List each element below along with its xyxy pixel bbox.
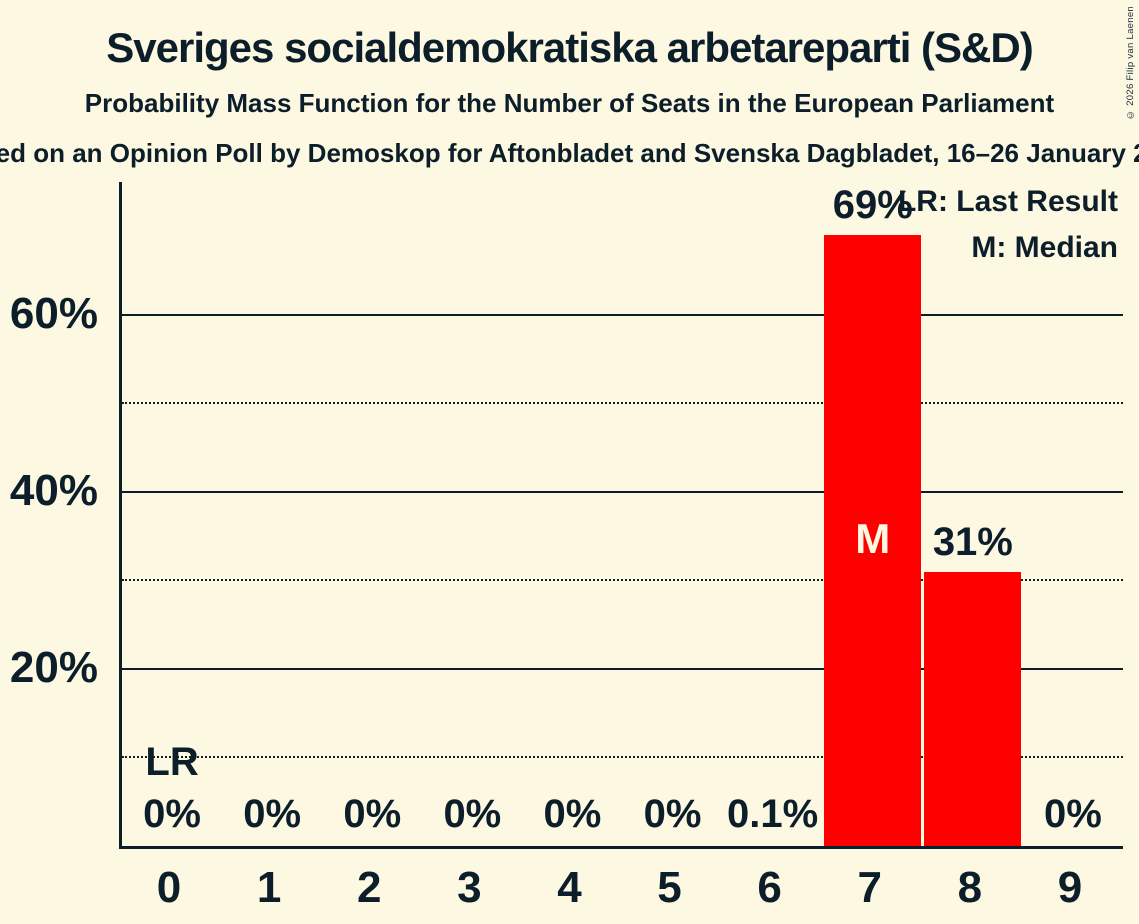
- median-marker: M: [855, 515, 891, 562]
- x-tick-label-2: 2: [357, 863, 382, 912]
- gridline-solid-60: [122, 313, 1123, 316]
- bar-value-label-3: 0%: [443, 792, 502, 836]
- x-tick-label-1: 1: [256, 863, 282, 912]
- legend-median: M: Median: [971, 231, 1118, 264]
- x-tick-label-0: 0: [156, 863, 182, 912]
- bar-value-label-7: 69%: [832, 183, 913, 228]
- bar-seat-7: [824, 235, 922, 846]
- gridline-solid-40: [122, 490, 1123, 493]
- gridline-dotted-10: [122, 756, 1123, 759]
- x-tick-label-4: 4: [557, 863, 582, 912]
- bar-value-label-0: 0%: [143, 792, 201, 836]
- bar-value-label-8: 31%: [932, 519, 1013, 564]
- chart-title: Sveriges socialdemokratiska arbetarepart…: [106, 24, 1033, 71]
- x-tick-label-6: 6: [757, 863, 782, 912]
- gridline-solid-20: [122, 667, 1123, 670]
- plot-area: 0% 0% 0% 0% 0% 0% 0.1% 69% 31% 0% LR M: [119, 182, 1123, 849]
- x-tick-label-5: 5: [657, 863, 682, 912]
- x-tick-label-9: 9: [1057, 863, 1083, 912]
- gridline-dotted-50: [122, 402, 1123, 405]
- y-axis-label-20: 20%: [9, 642, 98, 692]
- last-result-marker: LR: [145, 740, 199, 784]
- bar-value-label-6: 0.1%: [727, 792, 819, 836]
- y-axis-label-60: 60%: [9, 288, 98, 338]
- x-tick-label-8: 8: [957, 863, 983, 912]
- bar-value-label-1: 0%: [243, 792, 302, 836]
- bar-value-label-4: 0%: [543, 792, 602, 836]
- x-tick-label-3: 3: [457, 863, 482, 912]
- chart-subtitle: Probability Mass Function for the Number…: [84, 88, 1055, 118]
- chart-source-line: Based on an Opinion Poll by Demoskop for…: [0, 138, 1139, 168]
- copyright-notice: © 2026 Filip van Laenen: [1125, 6, 1136, 121]
- bar-seat-8: [924, 571, 1022, 846]
- y-axis-label-40: 40%: [9, 465, 98, 515]
- bar-value-label-2: 0%: [343, 792, 402, 836]
- legend-last-result: LR: Last Result: [897, 185, 1118, 218]
- gridline-dotted-30: [122, 579, 1123, 582]
- bar-value-label-9: 0%: [1044, 792, 1102, 836]
- x-tick-label-7: 7: [857, 863, 882, 912]
- bar-value-label-5: 0%: [643, 792, 702, 836]
